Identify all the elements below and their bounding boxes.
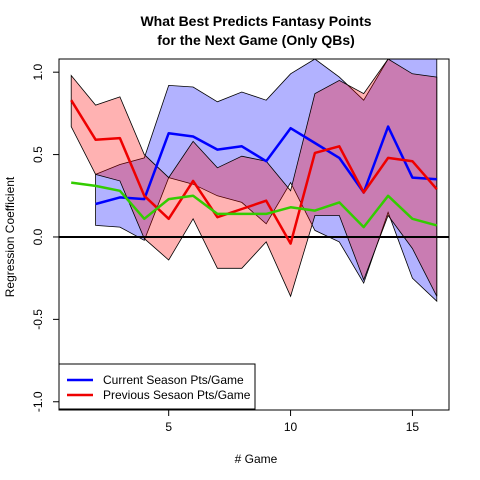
x-axis: 5 10 15	[165, 410, 419, 434]
series-lines	[70, 99, 438, 245]
confidence-bands	[70, 59, 438, 303]
y-tick-label-2: 0.0	[31, 228, 45, 245]
plot-border	[58, 58, 450, 411]
series-line-0	[95, 125, 437, 206]
x-tick-label-5: 5	[165, 420, 172, 434]
y-tick-label-3: 0.5	[31, 146, 45, 163]
y-tick-label-4: 1.0	[31, 64, 45, 81]
x-tick-label-10: 10	[284, 420, 298, 434]
series-line-1	[70, 99, 438, 245]
x-axis-label: # Game	[235, 452, 278, 466]
y-axis-label: Regression Coefficient	[3, 176, 17, 297]
legend: Current Season Pts/Game Previous Sesaon …	[58, 363, 256, 410]
x-tick-label-15: 15	[406, 420, 420, 434]
confidence-band-series-0	[95, 59, 438, 303]
legend-label-current-season: Current Season Pts/Game	[103, 373, 244, 387]
y-axis: -1.0 -0.5 0.0 0.5 1.0	[31, 64, 59, 412]
confidence-band-series-1	[70, 59, 438, 298]
legend-box	[58, 363, 256, 410]
y-tick-label-0: -1.0	[31, 391, 45, 412]
chart-title-line-2: for the Next Game (Only QBs)	[157, 32, 355, 48]
chart-title-line-1: What Best Predicts Fantasy Points	[140, 13, 371, 29]
series-line-2	[71, 181, 438, 229]
legend-label-previous-season: Previous Sesaon Pts/Game	[103, 388, 251, 402]
y-tick-label-1: -0.5	[31, 309, 45, 330]
